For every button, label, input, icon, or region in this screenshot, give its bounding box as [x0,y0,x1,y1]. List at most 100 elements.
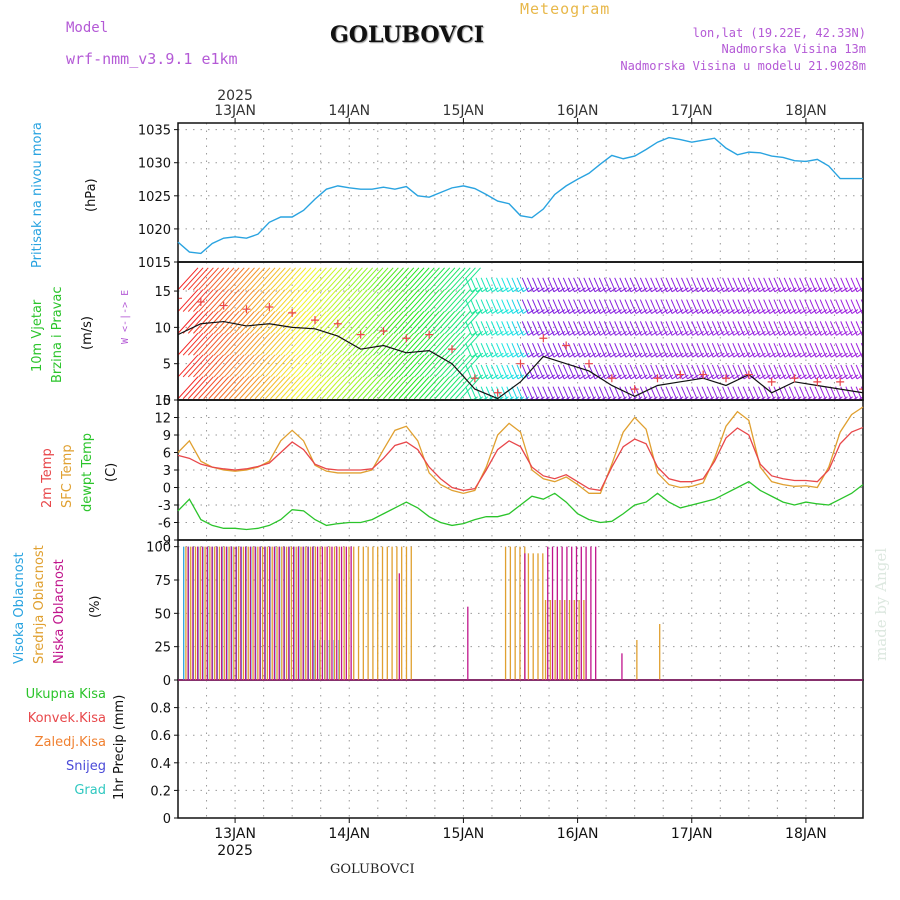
wind-barb [789,309,797,314]
wind-barb [290,354,312,378]
wind-barb [471,396,478,400]
wind-barb [660,364,668,380]
wind-barb [656,352,663,358]
wind-barb [779,374,787,380]
wind-barb [804,299,812,314]
wind-barb [783,386,791,400]
wind-barb [809,342,817,358]
wind-barb [727,299,735,314]
wind-barb [347,354,368,378]
wind-barb [614,277,622,292]
wind-barb [615,396,622,400]
wind-barb [264,354,286,378]
wind-barb [758,321,765,336]
wind-barb [835,364,843,380]
wind-barb [733,374,740,380]
wind-barb [588,321,596,336]
wind-barb [831,396,838,400]
wind-barb [615,352,622,358]
wind-barb [497,396,504,400]
wind-barb [733,352,740,358]
wind-barb [609,321,617,336]
wind-barb [850,277,858,292]
wind-barb [748,287,756,293]
wind-barb [589,352,597,358]
wind-barb [485,321,493,336]
wind-barb [636,396,643,400]
wind-barb [835,342,843,358]
wind-barb [527,352,535,358]
wind-barb [651,396,658,400]
wind-barb [517,287,525,293]
wind-barb [521,364,529,380]
wind-barb [249,267,271,291]
wind-barb [707,330,715,336]
wind-barb [780,396,787,400]
pressure-line [177,136,863,255]
wind-barb [244,267,266,291]
wind-barb [625,330,633,336]
wind-barb [670,364,678,380]
wind-barb [579,352,586,358]
wind-barb [522,330,530,336]
wind-barb [321,267,343,291]
wind-barb [646,330,653,336]
wind-barb [275,267,296,291]
wind-barb [661,374,669,380]
wind-barb [634,342,642,358]
wind-barb [377,376,399,400]
wind-barb [650,299,658,314]
wind-barb [553,330,561,336]
wind-barb [629,342,637,358]
wind-barb [588,299,596,314]
wind-barb [783,364,791,380]
wind-barb [609,277,617,292]
wind-barb [672,396,679,400]
wind-barb [429,376,451,400]
wind-barb [604,287,612,293]
wind-barb [471,309,478,314]
wind-barb [660,299,668,314]
wind-barb [567,277,575,292]
wind-barb [820,309,828,314]
wind-barb [609,386,616,400]
wind-barb [825,330,833,336]
wind-barb [203,354,225,378]
wind-barb [573,321,581,336]
wind-barb [650,342,658,358]
wind-barb [814,386,822,400]
wind-barb [795,396,802,400]
precip-legend-item: Ukupna Kisa [25,687,106,702]
wind-barb [393,289,415,312]
wind-barb [563,352,571,358]
wind-barb [470,364,478,380]
wind-barb [635,374,643,380]
wind-barb [542,342,550,358]
wind-barb [701,299,709,314]
wind-barb [316,332,338,356]
wind-barb [187,267,209,291]
wind-barb [609,299,617,314]
wind-barb [579,287,586,293]
wind-barb [403,289,425,312]
wind-barb [331,289,353,312]
wind-barb [706,321,714,336]
wind-barb [696,386,704,400]
wind-barb [758,386,765,400]
y-tick-label: 0 [163,812,171,827]
wind-barb [824,364,832,380]
y-tick-label: 25 [154,641,171,656]
wind-barb [372,267,394,291]
wind-barb [799,364,807,380]
wind-barb [788,342,796,358]
wind-barb [506,386,514,400]
wind-barb [794,299,801,314]
wind-barb [295,267,317,291]
wind-barb [810,287,818,293]
wind-barb [476,287,484,293]
wind-barb [579,330,586,336]
wind-barb [610,396,617,400]
wind-barb [553,374,561,380]
wind-barb [383,354,404,378]
wind-barb [783,299,791,314]
